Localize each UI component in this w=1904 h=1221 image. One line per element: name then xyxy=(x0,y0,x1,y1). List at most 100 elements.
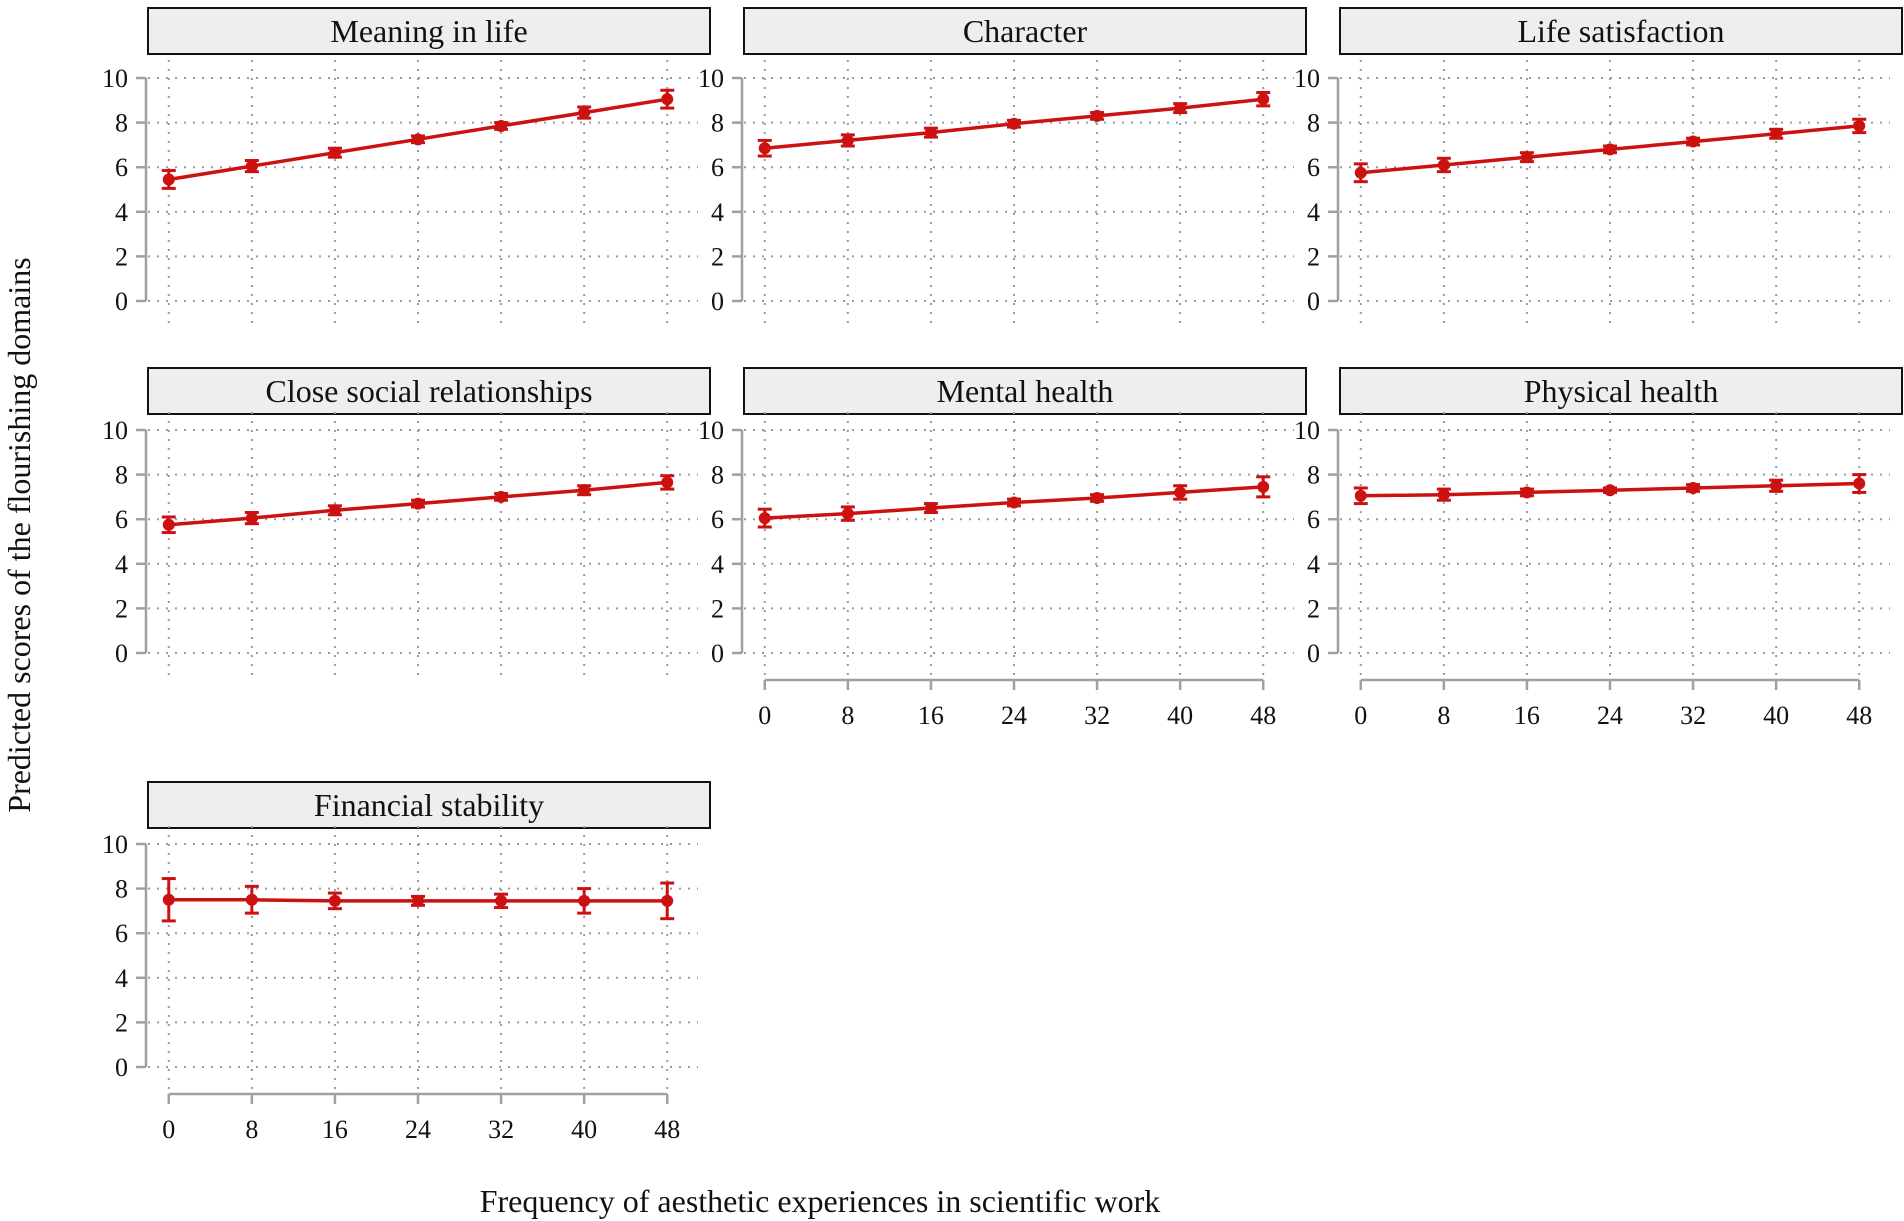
x-tick-label: 48 xyxy=(654,1115,680,1144)
data-point xyxy=(1257,93,1270,106)
y-tick-label: 0 xyxy=(1307,287,1320,316)
panel-title: Close social relationships xyxy=(265,373,592,409)
data-point xyxy=(924,126,937,139)
y-tick-label: 6 xyxy=(711,153,724,182)
y-tick-label: 10 xyxy=(1294,64,1320,93)
panel-strip xyxy=(743,7,1307,55)
y-tick-label: 2 xyxy=(115,1008,128,1037)
data-point xyxy=(1354,489,1367,502)
y-tick-label: 6 xyxy=(115,153,128,182)
panel-1: Meaning in life 0 2 4 6 8 10 xyxy=(102,7,711,326)
panel-title: Physical health xyxy=(1524,373,1719,409)
y-tick-label: 0 xyxy=(115,1053,128,1082)
y-tick-label: 6 xyxy=(115,919,128,948)
x-tick-label: 8 xyxy=(1437,701,1450,730)
panel-strip xyxy=(147,7,711,55)
data-point xyxy=(578,894,591,907)
x-tick-label: 24 xyxy=(1001,701,1027,730)
panel-strip xyxy=(147,781,711,829)
y-tick-label: 8 xyxy=(711,109,724,138)
panel-3: Life satisfaction 0 2 4 6 8 10 xyxy=(1294,7,1903,326)
x-tick-label: 16 xyxy=(918,701,944,730)
data-point xyxy=(1174,486,1187,499)
y-tick-label: 0 xyxy=(711,287,724,316)
y-tick-label: 8 xyxy=(115,109,128,138)
data-point xyxy=(1520,151,1533,164)
x-tick-label: 32 xyxy=(1084,701,1110,730)
y-tick-label: 8 xyxy=(115,461,128,490)
panel-title: Life satisfaction xyxy=(1517,13,1724,49)
y-tick-label: 0 xyxy=(1307,639,1320,668)
data-point xyxy=(162,173,175,186)
data-point xyxy=(841,134,854,147)
panel-2: Character 0 2 4 6 8 10 xyxy=(698,7,1307,326)
data-point xyxy=(1770,479,1783,492)
data-point xyxy=(1520,486,1533,499)
data-point xyxy=(1174,102,1187,115)
data-point xyxy=(495,119,508,132)
data-point xyxy=(162,518,175,531)
panel-title: Character xyxy=(963,13,1088,49)
x-tick-label: 48 xyxy=(1250,701,1276,730)
x-tick-label: 8 xyxy=(841,701,854,730)
y-tick-label: 0 xyxy=(711,639,724,668)
y-tick-label: 0 xyxy=(115,639,128,668)
panel-strip xyxy=(1339,367,1903,415)
x-tick-label: 40 xyxy=(1167,701,1193,730)
data-point xyxy=(1604,143,1616,156)
data-point xyxy=(661,93,674,106)
panel-4: Close social relationships 0 2 4 6 8 10 xyxy=(102,367,711,678)
x-tick-label: 40 xyxy=(571,1115,597,1144)
data-point xyxy=(841,507,854,520)
data-point xyxy=(162,893,175,906)
y-tick-label: 4 xyxy=(1307,550,1320,579)
data-point xyxy=(1437,158,1450,171)
data-point xyxy=(661,894,674,907)
y-tick-label: 4 xyxy=(1307,198,1320,227)
data-point xyxy=(1687,481,1700,494)
panel-strip xyxy=(1339,7,1903,55)
y-tick-label: 6 xyxy=(711,505,724,534)
y-tick-label: 6 xyxy=(115,505,128,534)
y-tick-label: 8 xyxy=(115,875,128,904)
data-point xyxy=(661,476,674,489)
data-point xyxy=(245,893,258,906)
data-point xyxy=(924,502,937,515)
data-point xyxy=(328,146,341,159)
data-point xyxy=(578,484,591,497)
y-tick-label: 2 xyxy=(711,594,724,623)
data-point xyxy=(1853,119,1866,132)
y-tick-label: 2 xyxy=(1307,594,1320,623)
y-tick-label: 6 xyxy=(1307,153,1320,182)
x-tick-label: 8 xyxy=(245,1115,258,1144)
data-point xyxy=(758,512,771,525)
y-tick-label: 4 xyxy=(115,198,128,227)
y-tick-label: 10 xyxy=(102,64,128,93)
x-axis-title: Frequency of aesthetic experiences in sc… xyxy=(480,1183,1161,1219)
y-tick-label: 4 xyxy=(711,198,724,227)
data-point xyxy=(1437,488,1450,501)
x-tick-label: 48 xyxy=(1846,701,1872,730)
panel-title: Financial stability xyxy=(314,787,544,823)
data-point xyxy=(1604,484,1616,497)
data-point xyxy=(1008,496,1020,509)
data-point xyxy=(245,160,258,173)
data-point xyxy=(1687,135,1700,148)
y-tick-label: 4 xyxy=(115,550,128,579)
x-tick-label: 32 xyxy=(1680,701,1706,730)
data-point xyxy=(495,894,508,907)
panel-title: Meaning in life xyxy=(330,13,527,49)
y-tick-label: 10 xyxy=(698,416,724,445)
y-tick-label: 2 xyxy=(1307,242,1320,271)
data-point xyxy=(412,133,424,146)
data-point xyxy=(328,894,341,907)
data-point xyxy=(1770,127,1783,140)
y-tick-label: 4 xyxy=(115,964,128,993)
y-tick-label: 8 xyxy=(1307,109,1320,138)
data-point xyxy=(578,106,591,119)
y-tick-label: 0 xyxy=(115,287,128,316)
x-tick-label: 24 xyxy=(405,1115,431,1144)
y-tick-label: 8 xyxy=(711,461,724,490)
y-tick-label: 2 xyxy=(115,242,128,271)
y-tick-label: 10 xyxy=(102,830,128,859)
